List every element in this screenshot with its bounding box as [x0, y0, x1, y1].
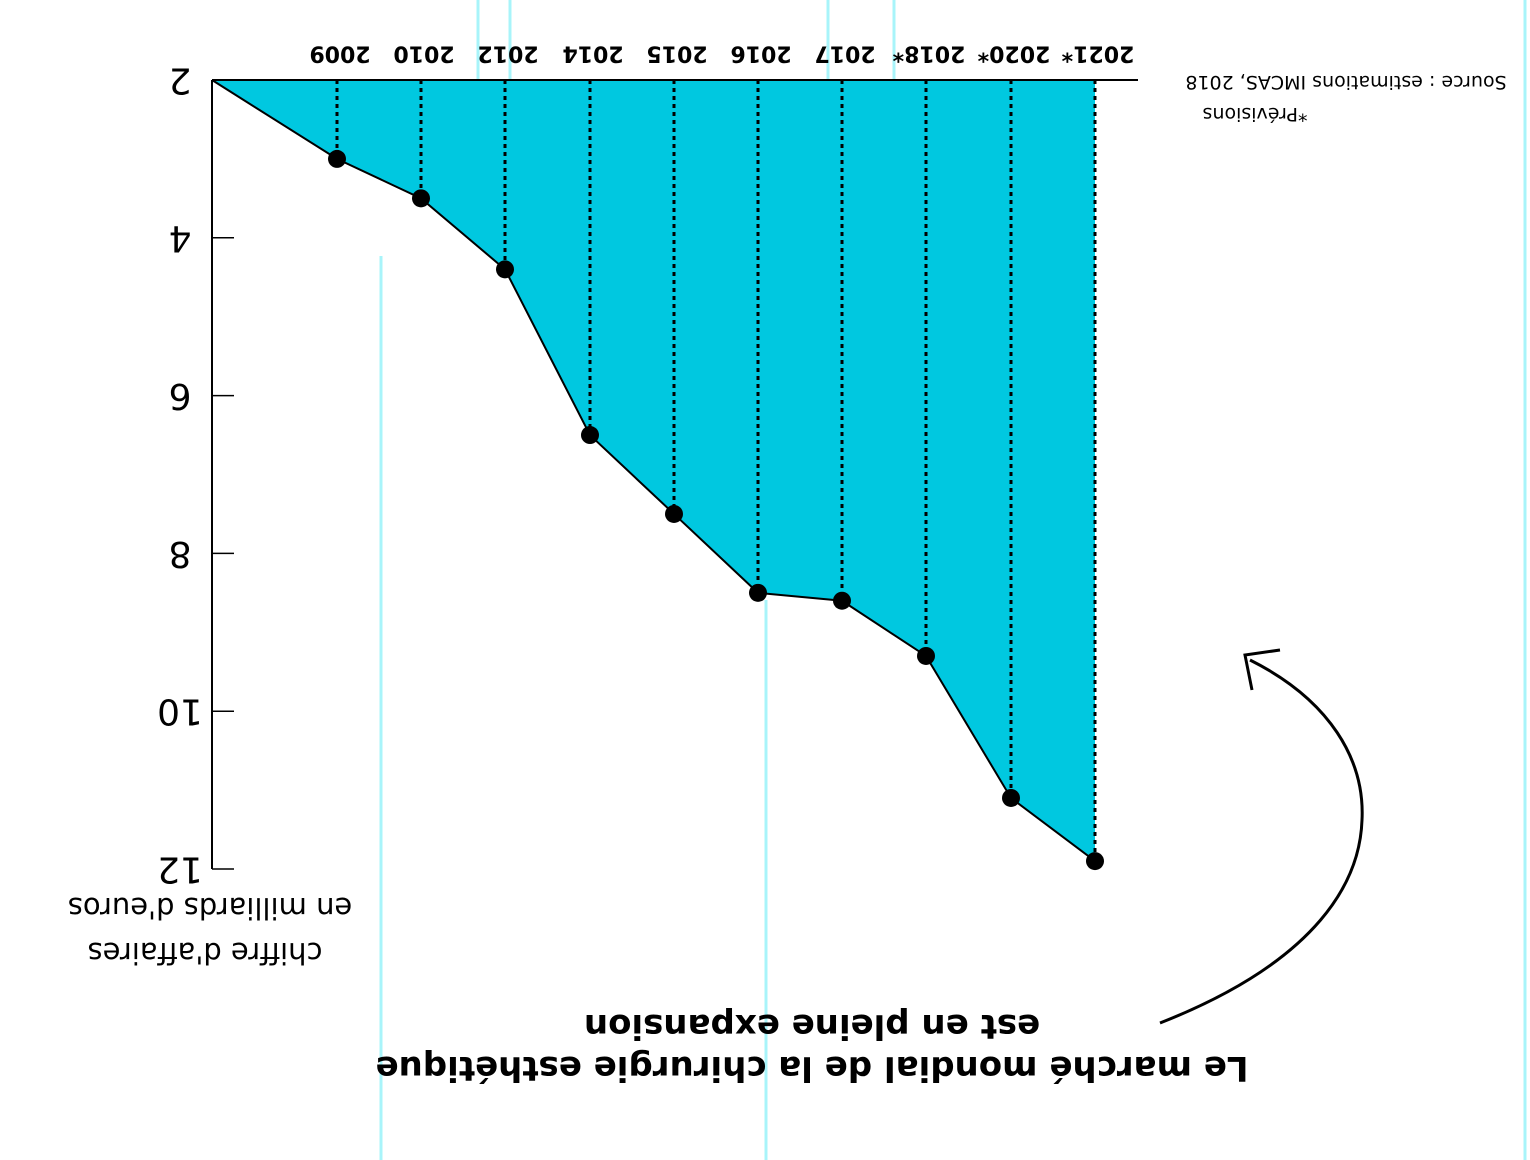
source-note: Source : estimations IMCAS, 2018: [1185, 71, 1506, 93]
data-point: [1086, 852, 1104, 871]
y-axis-label: chiffre d'affaires: [88, 936, 323, 970]
x-tick-label: 2012: [477, 41, 538, 66]
data-point: [665, 504, 683, 523]
area-fill: [212, 80, 1095, 862]
data-point: [328, 149, 346, 168]
y-axis-label: en milliards d'euros: [68, 891, 353, 925]
data-point: [1002, 788, 1020, 807]
footnote: *Prévisions: [1203, 103, 1308, 125]
y-tick-label: 4: [169, 217, 192, 258]
curved-arrow: [1159, 658, 1364, 1025]
y-tick-label: 12: [157, 849, 203, 890]
labels-layer: 2009 2010 2012 2014 2015 2016 2017 2018* 2020* 20…: [68, 41, 1507, 1089]
x-tick-label: 2021*: [1061, 41, 1134, 66]
y-tick-label: 10: [157, 691, 203, 732]
chart-subtitle: est en pleine expansion: [584, 1006, 1040, 1046]
chart-title: Le marché mondial de la chirurgie esthét…: [375, 1048, 1248, 1088]
x-tick-label: 2018*: [892, 41, 965, 66]
x-tick-label: 2010: [393, 41, 454, 66]
points-layer: [328, 149, 1104, 871]
x-tick-label: 2016: [730, 41, 791, 66]
area-layer: [211, 79, 1097, 862]
x-tick-label: 2015: [646, 41, 707, 66]
data-point: [917, 646, 935, 665]
y-tick-label: 2: [169, 60, 192, 101]
data-point: [412, 189, 430, 208]
axis-layer: [211, 79, 1138, 870]
x-tick-label: 2014: [562, 41, 623, 66]
data-point: [749, 583, 767, 602]
guide-lines: [379, 0, 1527, 1160]
x-tick-label: 2020*: [977, 41, 1050, 66]
y-tick-label: 8: [169, 533, 192, 574]
x-tick-label: 2009: [309, 41, 370, 66]
x-tick-label: 2017: [814, 41, 875, 66]
data-point: [581, 426, 599, 445]
data-point: [496, 260, 514, 279]
data-point: [833, 591, 851, 610]
arrow-head: [1243, 648, 1281, 691]
y-tick-label: 6: [169, 375, 192, 416]
